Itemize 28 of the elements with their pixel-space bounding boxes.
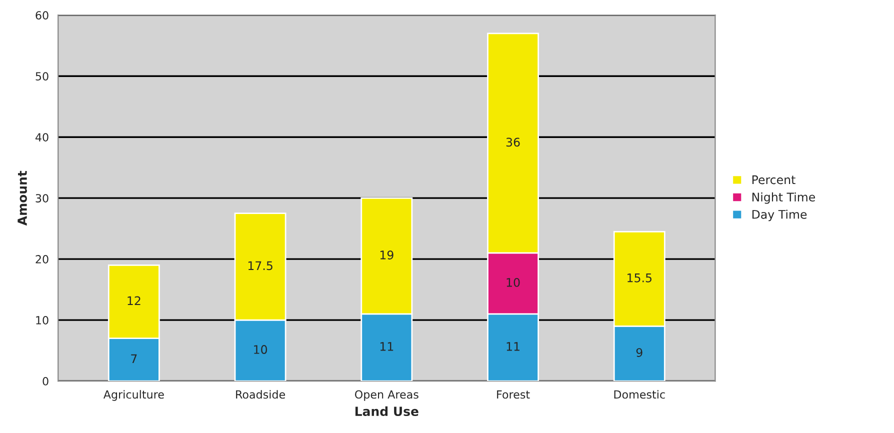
- y-tick-label: 0: [42, 377, 48, 386]
- data-label: 36: [506, 138, 520, 147]
- y-tick-label: 10: [36, 316, 48, 324]
- x-tick-label: Roadside: [236, 390, 286, 399]
- x-tick-label: Forest: [497, 390, 530, 399]
- y-tick-label: 50: [36, 72, 48, 81]
- data-label: 12: [128, 296, 140, 306]
- data-label: 11: [506, 342, 520, 351]
- legend-label: Day Time: [752, 210, 807, 222]
- x-tick-label: Domestic: [614, 390, 665, 399]
- legend-label: Night Time: [752, 192, 816, 204]
- x-axis-title: Land Use: [355, 406, 418, 416]
- data-label: 7: [131, 354, 137, 363]
- data-label: 19: [380, 250, 394, 260]
- y-axis-title: Amount: [18, 170, 27, 226]
- data-label: 11: [380, 342, 394, 351]
- data-label: 10: [254, 345, 268, 354]
- y-tick-label: 40: [35, 133, 48, 142]
- y-tick-label: 30: [36, 194, 48, 202]
- y-tick-label: 60: [36, 11, 48, 20]
- y-tick-label: 20: [36, 255, 48, 264]
- data-label: 15.5: [628, 274, 652, 282]
- legend-label: Percent: [752, 175, 796, 184]
- x-tick-label: Open Areas: [354, 390, 418, 401]
- data-label: 9: [636, 348, 642, 358]
- x-tick-label: Agriculture: [103, 390, 164, 401]
- data-label: 10: [506, 278, 520, 287]
- data-label: 17.5: [248, 261, 272, 270]
